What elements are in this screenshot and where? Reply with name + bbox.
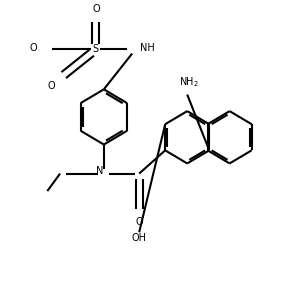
Text: NH: NH [140, 43, 154, 53]
Text: O: O [135, 218, 143, 227]
Text: S: S [92, 44, 99, 54]
Text: O: O [92, 4, 100, 14]
Text: OH: OH [132, 233, 147, 243]
Text: O: O [48, 81, 55, 91]
Text: NH$_2$: NH$_2$ [179, 75, 199, 89]
Text: N: N [97, 166, 104, 176]
Text: O: O [30, 43, 37, 53]
